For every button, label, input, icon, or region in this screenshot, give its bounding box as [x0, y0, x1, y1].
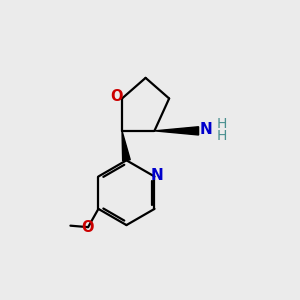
Polygon shape — [122, 131, 130, 161]
Text: O: O — [110, 89, 123, 104]
Text: N: N — [151, 168, 163, 183]
Text: N: N — [200, 122, 213, 137]
Text: O: O — [81, 220, 94, 235]
Text: H: H — [216, 129, 226, 143]
Polygon shape — [154, 127, 199, 135]
Text: H: H — [216, 117, 226, 131]
